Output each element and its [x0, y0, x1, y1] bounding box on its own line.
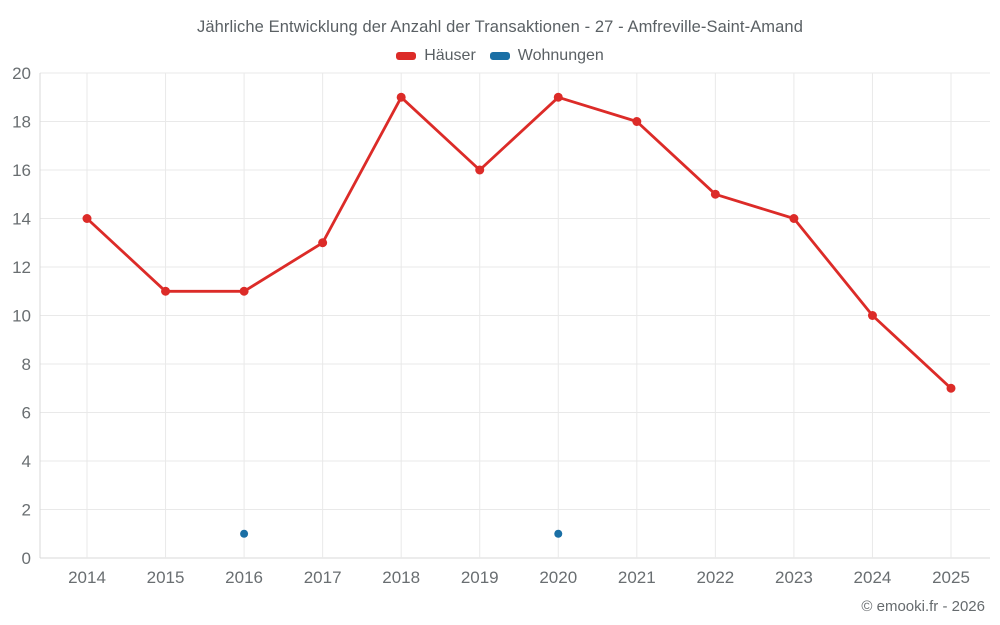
- svg-text:10: 10: [12, 307, 31, 326]
- legend-item-haeuser[interactable]: Häuser: [396, 47, 476, 65]
- legend-label-haeuser: Häuser: [424, 47, 476, 64]
- svg-text:2025: 2025: [932, 568, 970, 587]
- svg-text:2017: 2017: [304, 568, 342, 587]
- svg-text:0: 0: [22, 549, 31, 568]
- svg-text:2015: 2015: [147, 568, 185, 587]
- svg-text:18: 18: [12, 113, 31, 132]
- svg-text:12: 12: [12, 258, 31, 277]
- svg-text:2: 2: [22, 501, 31, 520]
- legend-item-wohnungen[interactable]: Wohnungen: [489, 47, 604, 65]
- chart-title: Jährliche Entwicklung der Anzahl der Tra…: [197, 18, 803, 36]
- svg-text:2021: 2021: [618, 568, 656, 587]
- svg-text:2022: 2022: [696, 568, 734, 587]
- svg-text:2016: 2016: [225, 568, 263, 587]
- svg-text:16: 16: [12, 161, 31, 180]
- svg-text:2018: 2018: [382, 568, 420, 587]
- svg-text:4: 4: [22, 452, 31, 471]
- svg-text:2014: 2014: [68, 568, 106, 587]
- svg-text:2020: 2020: [539, 568, 577, 587]
- svg-text:14: 14: [12, 210, 31, 229]
- legend-label-wohnungen: Wohnungen: [517, 47, 604, 64]
- svg-text:20: 20: [12, 64, 31, 83]
- chart-legend: Häuser Wohnungen: [0, 47, 1000, 65]
- legend-swatch-wohnungen-icon: [489, 52, 510, 60]
- copyright: © emooki.fr - 2026: [861, 598, 985, 615]
- svg-text:8: 8: [22, 355, 31, 374]
- svg-text:2023: 2023: [775, 568, 813, 587]
- legend-swatch-haeuser-icon: [396, 52, 417, 60]
- svg-text:6: 6: [22, 404, 31, 423]
- svg-text:2019: 2019: [461, 568, 499, 587]
- svg-text:2024: 2024: [854, 568, 892, 587]
